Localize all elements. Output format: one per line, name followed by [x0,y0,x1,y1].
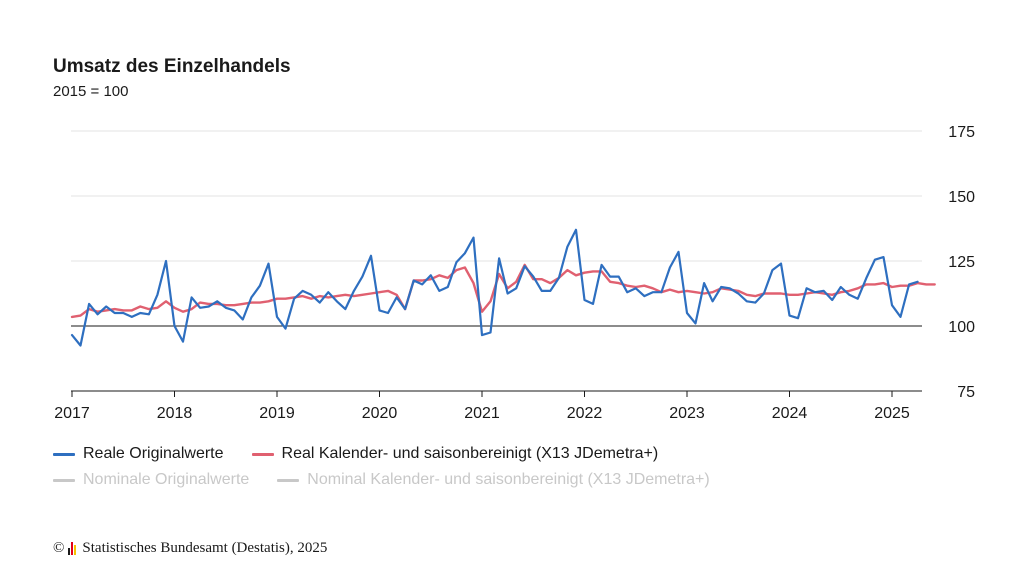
y-tick-label: 150 [948,189,975,206]
x-tick-label: 2022 [567,405,603,422]
legend-swatch [277,478,300,482]
footer-credit: © Statistisches Bundesamt (Destatis), 20… [53,540,327,557]
legend-row-2: Nominale Originalwerte Nominal Kalender-… [53,471,738,489]
x-axis: 2017 2018 2019 2020 2021 2022 2023 2024 2025 [54,390,922,422]
x-tick-label: 2020 [362,405,398,422]
copyright-symbol: © [53,540,65,556]
legend-swatch [53,478,75,482]
legend-label: Nominale Originalwerte [83,471,250,488]
series-line-real-seasonal [70,263,936,319]
x-tick-label: 2021 [464,405,500,422]
x-tick-label: 2018 [157,405,193,422]
legend-row-1: Reale Originalwerte Real Kalender- und s… [53,445,686,463]
chart-title: Umsatz des Einzelhandels [53,56,291,77]
destatis-logo-icon [68,542,77,555]
legend-label: Reale Originalwerte [83,445,224,462]
x-tick-label: 2017 [54,405,90,422]
legend-item-real-original[interactable]: Reale Originalwerte [53,445,224,463]
grid-lines [71,130,922,392]
legend-label: Nominal Kalender- und saisonbereinigt (X… [307,471,710,488]
legend-item-nominal-seasonal[interactable]: Nominal Kalender- und saisonbereinigt (X… [277,471,710,489]
x-tick-label: 2019 [259,405,295,422]
y-tick-label: 100 [948,319,975,336]
legend-swatch [53,452,75,456]
chart-subtitle: 2015 = 100 [53,83,129,100]
legend-label: Real Kalender- und saisonbereinigt (X13 … [281,445,659,462]
x-tick-label: 2023 [669,405,705,422]
legend-item-real-seasonal[interactable]: Real Kalender- und saisonbereinigt (X13 … [251,445,659,463]
legend-item-nominal-original[interactable]: Nominale Originalwerte [53,471,249,489]
y-tick-label: 75 [957,384,975,401]
series-line-real-original [70,228,919,347]
y-tick-label: 175 [948,124,975,141]
series-lines [70,228,936,347]
y-tick-label: 125 [948,254,975,271]
x-tick-label: 2024 [772,405,808,422]
footer-text: Statistisches Bundesamt (Destatis), 2025 [82,540,328,556]
y-axis: 75 100 125 150 175 [948,124,975,401]
legend-swatch [251,452,274,456]
x-tick-label: 2025 [874,405,910,422]
